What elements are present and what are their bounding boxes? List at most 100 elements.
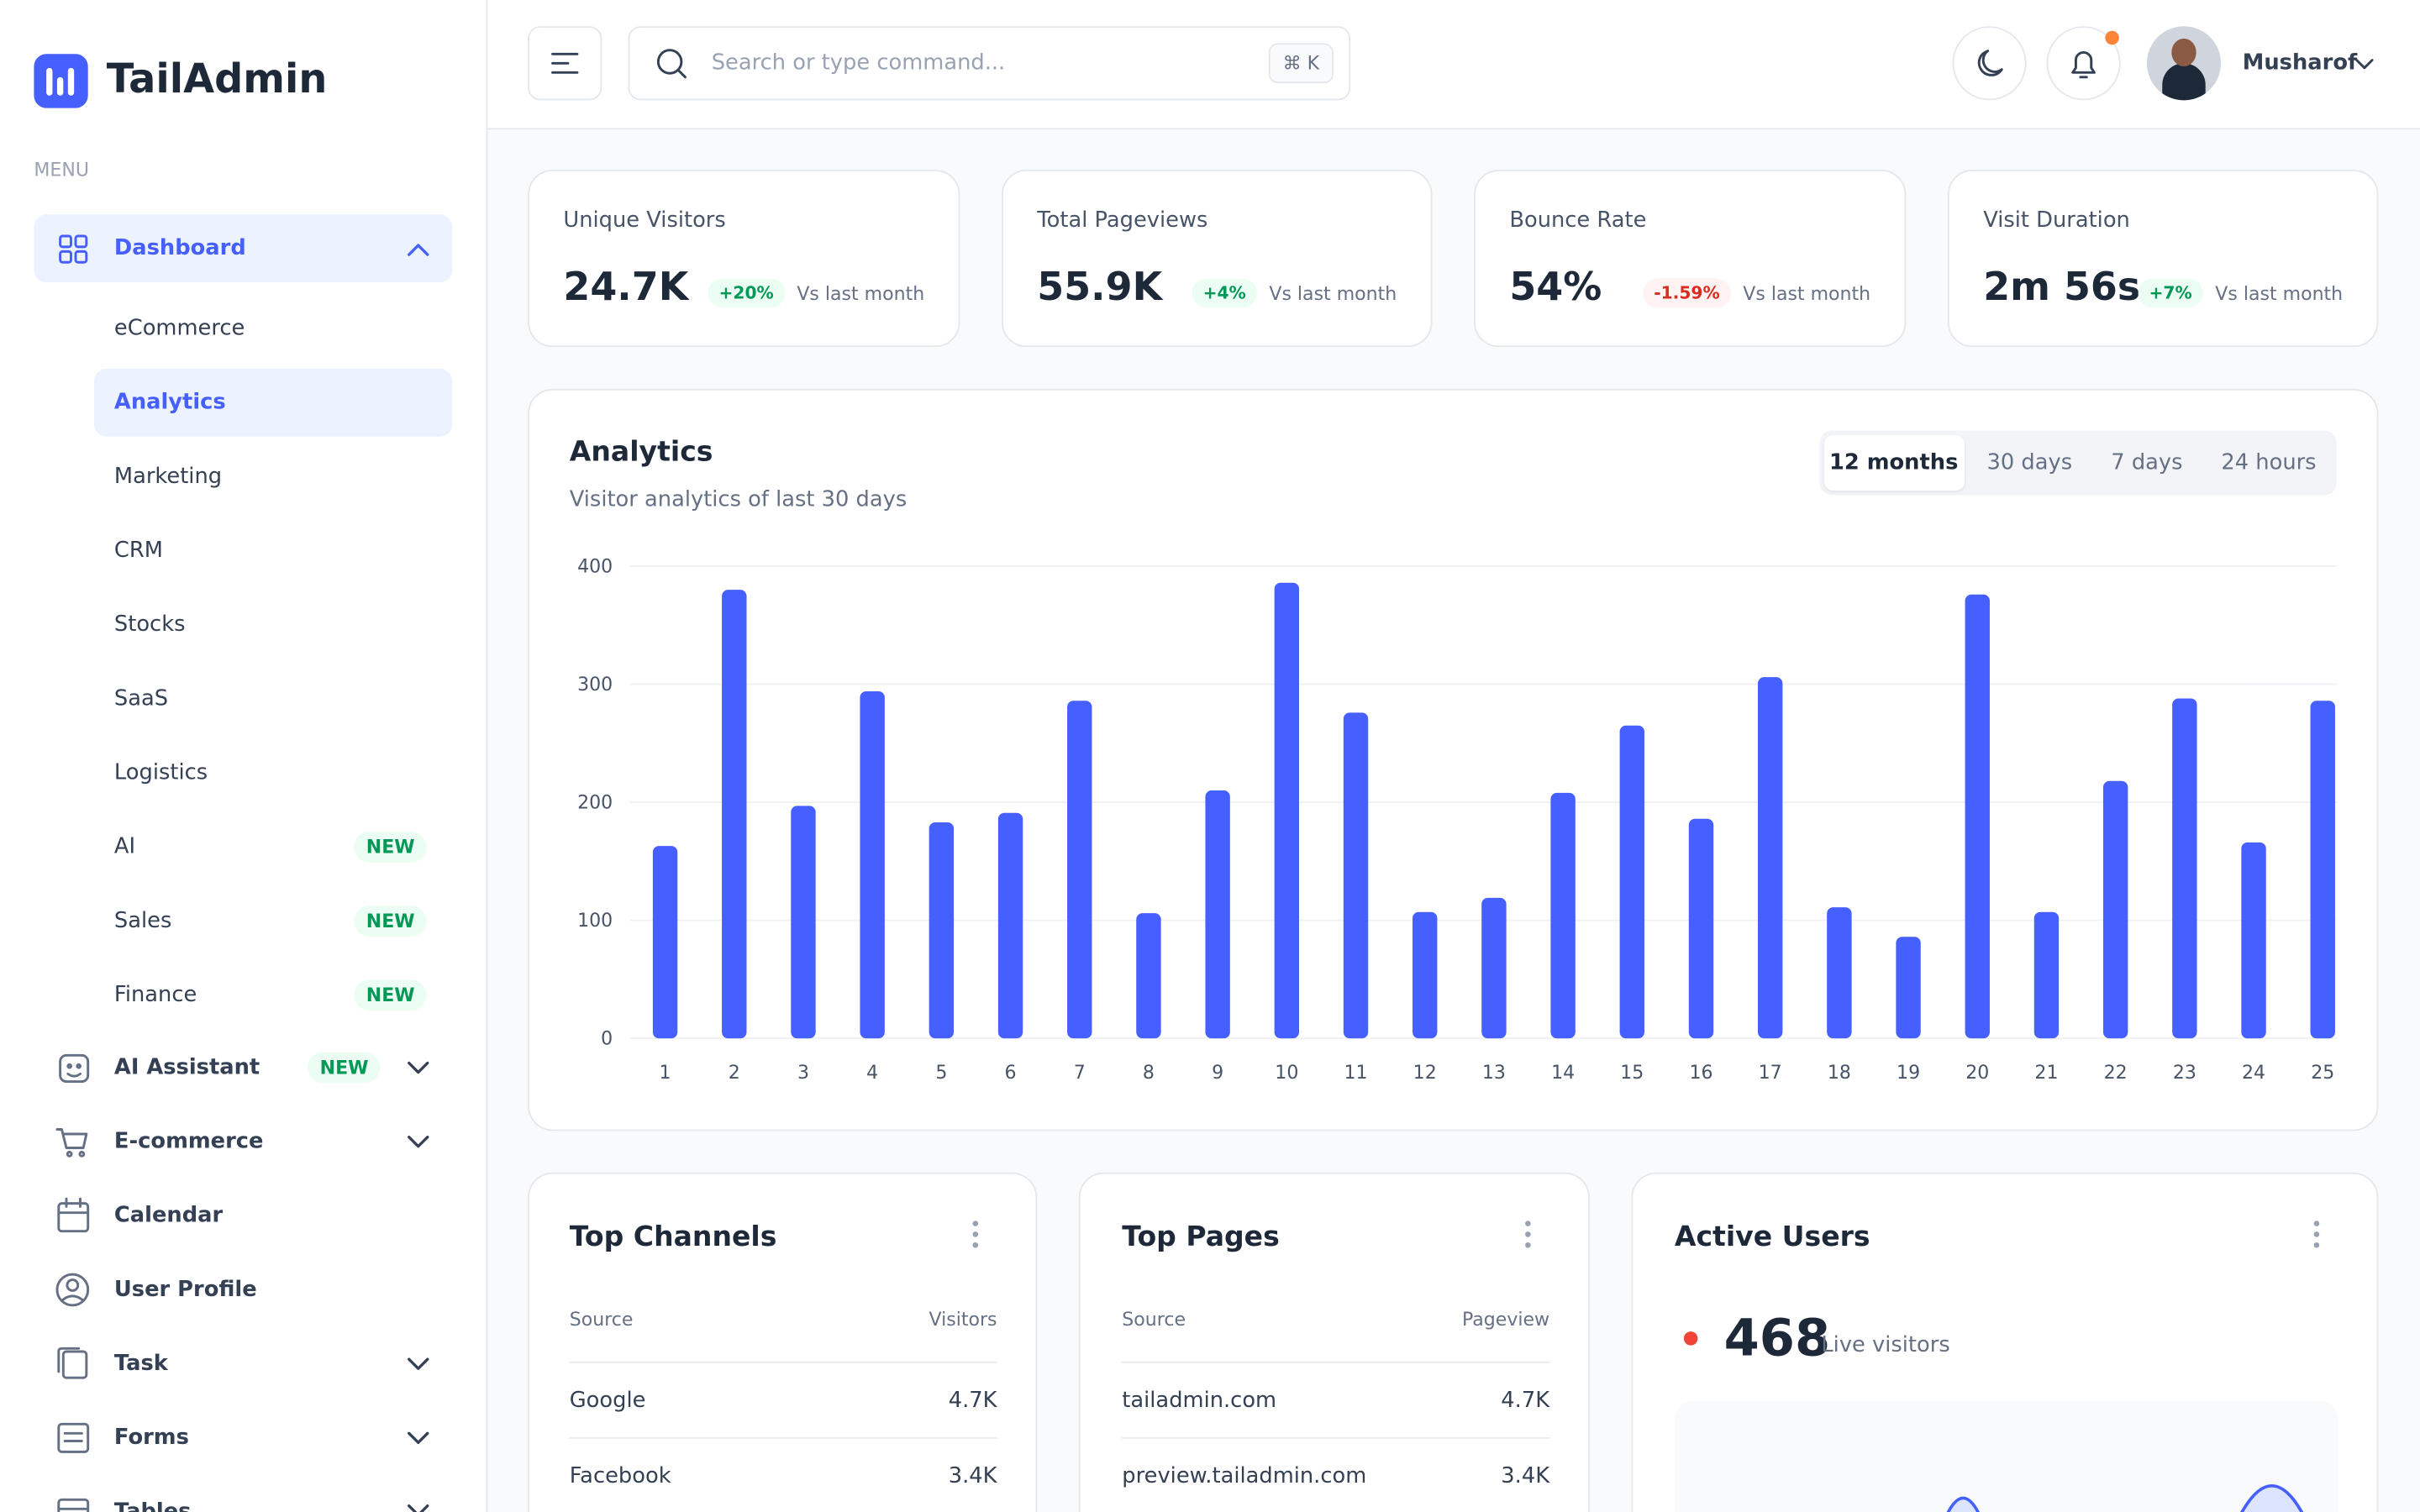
card-title: Active Users: [1674, 1221, 1870, 1254]
row-value: 3.4K: [948, 1464, 997, 1489]
x-tick-label: 19: [1897, 1063, 1920, 1084]
bar: [2241, 842, 2266, 1039]
submenu-item[interactable]: AI: [113, 834, 136, 860]
avatar-head: [2171, 38, 2196, 66]
analytics-card: [528, 388, 2379, 1131]
row-source: Facebook: [569, 1464, 671, 1489]
avatar-figure: [2162, 63, 2206, 101]
stat-label: Total Pageviews: [1037, 207, 1208, 234]
change-note: Vs last month: [797, 282, 925, 304]
search-box[interactable]: [628, 26, 1351, 101]
bar: [1550, 792, 1576, 1039]
search-icon: [656, 49, 687, 79]
stat-value: 54%: [1509, 265, 1602, 310]
column-header: Visitors: [929, 1308, 997, 1331]
theme-toggle[interactable]: [1952, 26, 2027, 101]
x-tick-label: 7: [1074, 1063, 1086, 1084]
filter-tab[interactable]: 30 days: [1986, 450, 2073, 475]
x-tick-label: 10: [1275, 1063, 1298, 1084]
y-tick-label: 400: [577, 556, 613, 577]
bell-icon: [2071, 50, 2096, 79]
change-badge: +7%: [2138, 278, 2203, 308]
x-tick-label: 23: [2173, 1063, 2196, 1084]
menu-item[interactable]: E-commerce: [113, 1129, 264, 1154]
bar: [791, 806, 816, 1039]
submenu-item[interactable]: Logistics: [113, 760, 208, 785]
change-note: Vs last month: [1743, 282, 1871, 304]
menu-item[interactable]: Tables: [114, 1499, 192, 1512]
menu-item[interactable]: Task: [113, 1351, 168, 1377]
badge: NEW: [354, 906, 428, 937]
stat-value: 2m 56s: [1983, 265, 2141, 310]
search-placeholder[interactable]: Search or type command...: [711, 50, 1006, 76]
stat-change: +20% Vs last month: [708, 278, 925, 308]
row-source: tailadmin.com: [1122, 1389, 1277, 1414]
x-tick-label: 8: [1143, 1063, 1155, 1084]
submenu-item[interactable]: CRM: [113, 538, 163, 564]
x-tick-label: 20: [1965, 1063, 1989, 1084]
filter-tab[interactable]: 24 hours: [2221, 450, 2317, 475]
dashboard-icon: [59, 234, 88, 264]
column-header: Pageview: [1461, 1308, 1550, 1331]
submenu-item[interactable]: Finance: [113, 983, 197, 1008]
submenu-item[interactable]: Analytics: [113, 390, 226, 416]
submenu-item[interactable]: SaaS: [113, 686, 169, 711]
submenu-item[interactable]: Marketing: [113, 464, 223, 490]
x-tick-label: 15: [1620, 1063, 1644, 1084]
filter-tab[interactable]: 12 months: [1828, 450, 1959, 475]
card-title: Top Pages: [1122, 1221, 1280, 1254]
table-dividers: [568, 1361, 1551, 1439]
menu-item[interactable]: Calendar: [113, 1203, 224, 1229]
bar: [1343, 712, 1369, 1039]
bar: [1481, 897, 1507, 1039]
x-tick-label: 14: [1551, 1063, 1575, 1084]
menu-item[interactable]: Dashboard: [113, 236, 246, 261]
live-label: Live visitors: [1821, 1332, 1950, 1358]
submenu-item[interactable]: eCommerce: [113, 316, 245, 341]
bar: [1896, 937, 1921, 1039]
x-tick-label: 21: [2034, 1063, 2058, 1084]
x-tick-label: 4: [866, 1063, 878, 1084]
menu-item[interactable]: Forms: [113, 1425, 189, 1451]
badge: NEW: [354, 832, 428, 863]
filter-tab[interactable]: 7 days: [2111, 450, 2183, 475]
user-chevron: [2355, 59, 2374, 70]
logo-text: TailAdmin: [106, 56, 328, 104]
menu-item[interactable]: User Profile: [113, 1277, 257, 1303]
user-name[interactable]: Musharof: [2242, 50, 2358, 76]
submenu-item[interactable]: Sales: [113, 908, 172, 934]
change-note: Vs last month: [1269, 282, 1397, 304]
active-users-chart-bg: [1674, 1400, 2338, 1512]
x-tick-label: 25: [2311, 1063, 2334, 1084]
x-tick-label: 16: [1689, 1063, 1712, 1084]
notifications[interactable]: [2046, 26, 2121, 101]
bar: [2172, 698, 2197, 1039]
x-tick-label: 17: [1759, 1063, 1782, 1084]
change-note: Vs last month: [2215, 282, 2344, 304]
x-tick-label: 5: [935, 1063, 947, 1084]
x-tick-label: 1: [660, 1063, 671, 1084]
y-tick-label: 0: [601, 1028, 613, 1049]
bar: [1413, 911, 1438, 1039]
top-pages-card: [1078, 1172, 1590, 1512]
avatar[interactable]: [2146, 26, 2222, 101]
stat-label: Bounce Rate: [1509, 207, 1647, 234]
card-title: Top Channels: [569, 1221, 777, 1254]
submenu-item[interactable]: Stocks: [113, 612, 186, 638]
bar: [1965, 594, 1990, 1039]
menu-toggle[interactable]: [528, 26, 602, 101]
notification-dot: [2105, 30, 2119, 45]
bar: [1688, 818, 1714, 1039]
row-value: 4.7K: [1501, 1389, 1550, 1414]
bar: [652, 846, 678, 1039]
logo-bars: [46, 67, 75, 96]
stat-change: +4% Vs last month: [1192, 278, 1397, 308]
hamburger-icon: [551, 52, 579, 74]
row-source: preview.tailadmin.com: [1122, 1464, 1367, 1489]
stat-value: 24.7K: [563, 265, 689, 310]
x-tick-label: 24: [2242, 1063, 2265, 1084]
moon-icon: [1977, 50, 2003, 76]
menu-item[interactable]: AI Assistant: [113, 1055, 260, 1080]
bar: [1274, 582, 1300, 1039]
